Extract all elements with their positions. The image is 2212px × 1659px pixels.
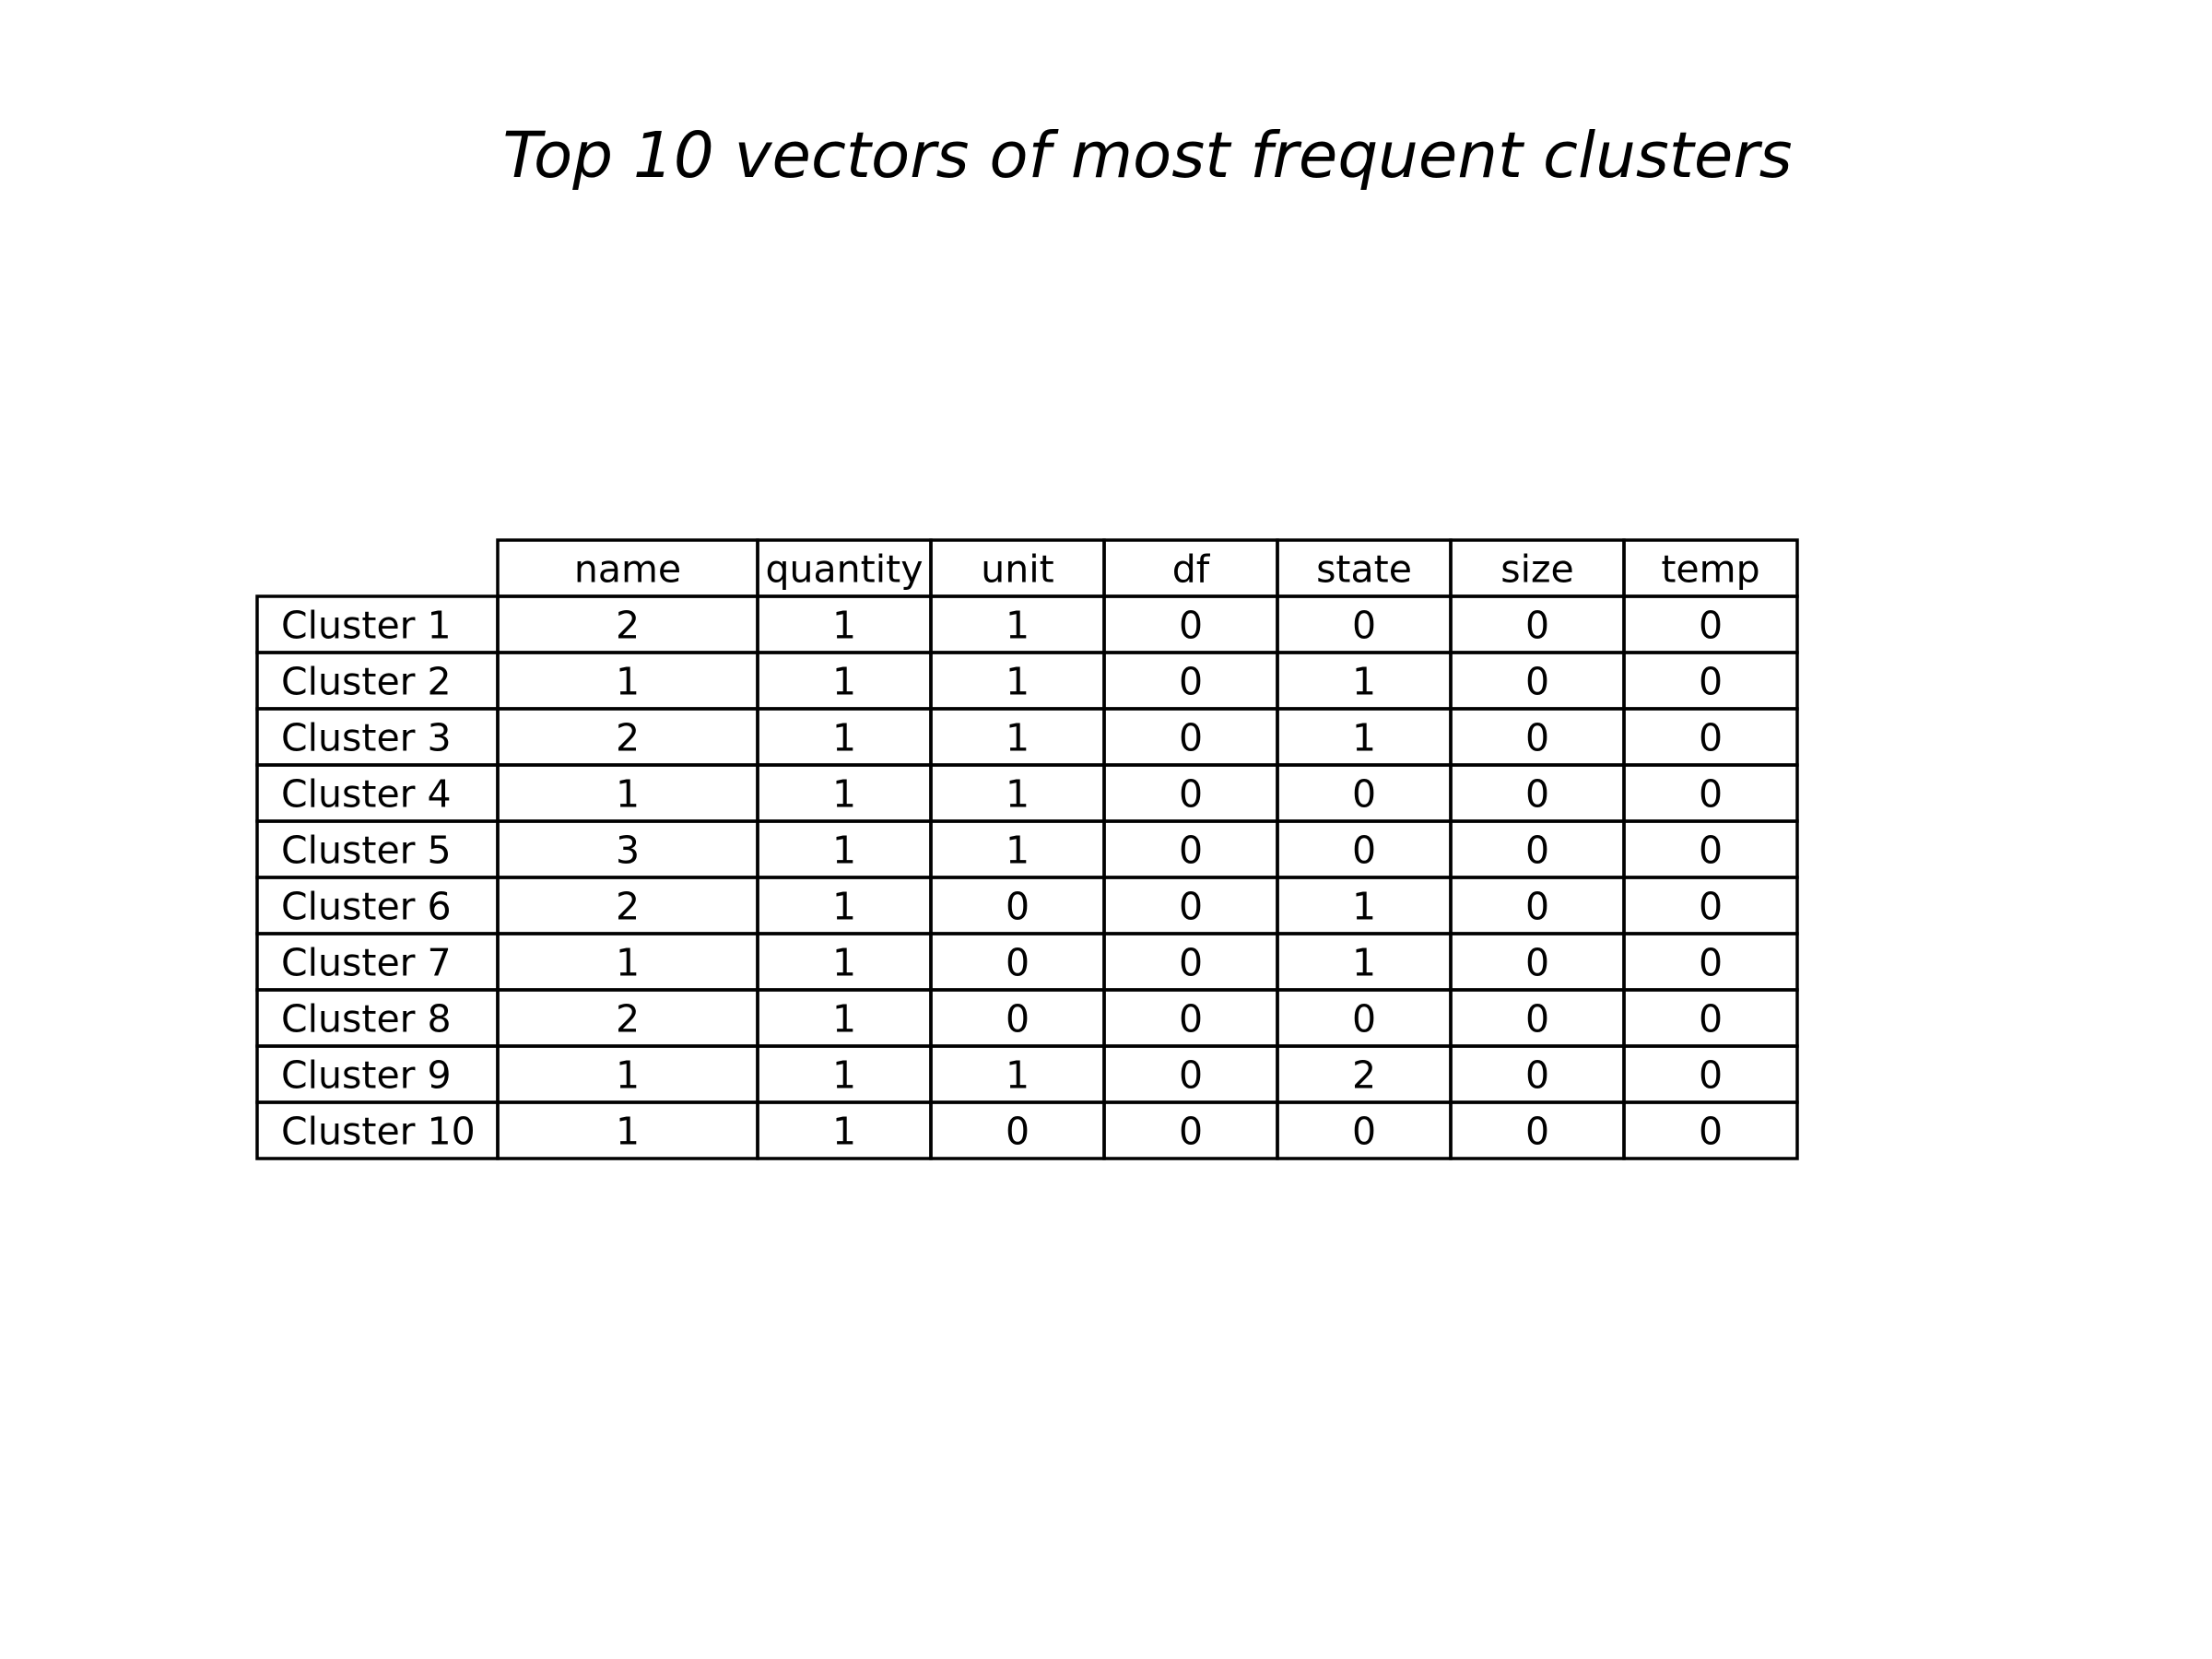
cell-value: 0 bbox=[1179, 997, 1203, 1041]
cell-value: 1 bbox=[1352, 885, 1376, 929]
cell-value: 1 bbox=[616, 660, 640, 704]
row-label: Cluster 2 bbox=[281, 660, 452, 704]
cell-value: 0 bbox=[1352, 604, 1376, 648]
cell-value: 1 bbox=[832, 829, 856, 873]
cell-value: 0 bbox=[1699, 941, 1723, 985]
cell-value: 1 bbox=[1006, 829, 1030, 873]
row-label: Cluster 3 bbox=[281, 716, 452, 760]
cell-value: 0 bbox=[1525, 604, 1549, 648]
cell-value: 1 bbox=[616, 1053, 640, 1098]
cell-value: 0 bbox=[1525, 829, 1549, 873]
cell-value: 1 bbox=[832, 941, 856, 985]
column-header: df bbox=[1172, 547, 1211, 592]
cell-value: 0 bbox=[1699, 660, 1723, 704]
column-header: size bbox=[1500, 547, 1574, 592]
row-label: Cluster 1 bbox=[281, 604, 452, 648]
cell-value: 0 bbox=[1179, 885, 1203, 929]
cell-value: 0 bbox=[1352, 997, 1376, 1041]
column-header: state bbox=[1316, 547, 1412, 592]
cell-value: 0 bbox=[1699, 604, 1723, 648]
cell-value: 0 bbox=[1699, 716, 1723, 760]
cell-value: 0 bbox=[1006, 941, 1030, 985]
cell-value: 0 bbox=[1699, 1110, 1723, 1154]
cell-value: 1 bbox=[832, 1053, 856, 1098]
cell-value: 0 bbox=[1179, 941, 1203, 985]
cell-value: 0 bbox=[1525, 716, 1549, 760]
cell-value: 0 bbox=[1179, 716, 1203, 760]
row-label: Cluster 8 bbox=[281, 997, 452, 1041]
cell-value: 0 bbox=[1179, 829, 1203, 873]
cell-value: 0 bbox=[1352, 772, 1376, 817]
cell-value: 0 bbox=[1179, 1110, 1203, 1154]
cell-value: 1 bbox=[1006, 772, 1030, 817]
cell-value: 1 bbox=[832, 997, 856, 1041]
row-label: Cluster 9 bbox=[281, 1053, 452, 1098]
cell-value: 0 bbox=[1525, 772, 1549, 817]
cell-value: 3 bbox=[616, 829, 640, 873]
cell-value: 0 bbox=[1525, 1110, 1549, 1154]
cell-value: 0 bbox=[1352, 1110, 1376, 1154]
cell-value: 0 bbox=[1525, 660, 1549, 704]
chart-title: Top 10 vectors of most frequent clusters bbox=[502, 119, 1793, 193]
row-label: Cluster 10 bbox=[281, 1110, 476, 1154]
cell-value: 1 bbox=[1006, 660, 1030, 704]
cell-value: 1 bbox=[616, 941, 640, 985]
cell-value: 0 bbox=[1006, 885, 1030, 929]
cell-value: 0 bbox=[1525, 1053, 1549, 1098]
column-header: unit bbox=[981, 547, 1053, 592]
cell-value: 0 bbox=[1699, 829, 1723, 873]
cell-value: 0 bbox=[1179, 604, 1203, 648]
cell-value: 1 bbox=[832, 604, 856, 648]
cell-value: 1 bbox=[1352, 716, 1376, 760]
cell-value: 1 bbox=[616, 1110, 640, 1154]
row-label: Cluster 4 bbox=[281, 772, 452, 817]
cell-value: 0 bbox=[1179, 772, 1203, 817]
cell-value: 0 bbox=[1006, 997, 1030, 1041]
cell-value: 1 bbox=[832, 885, 856, 929]
cell-value: 2 bbox=[616, 885, 640, 929]
cell-value: 1 bbox=[832, 772, 856, 817]
cell-value: 1 bbox=[1006, 716, 1030, 760]
cell-value: 0 bbox=[1525, 997, 1549, 1041]
column-header: temp bbox=[1661, 547, 1759, 592]
table-cell bbox=[1622, 1100, 1799, 1160]
cell-value: 2 bbox=[616, 716, 640, 760]
cell-value: 1 bbox=[1006, 604, 1030, 648]
cell-value: 1 bbox=[832, 660, 856, 704]
cell-value: 2 bbox=[616, 604, 640, 648]
row-label: Cluster 7 bbox=[281, 941, 452, 985]
cell-value: 0 bbox=[1699, 772, 1723, 817]
cell-value: 2 bbox=[616, 997, 640, 1041]
column-header: name bbox=[574, 547, 681, 592]
column-header: quantity bbox=[766, 547, 924, 592]
row-label: Cluster 5 bbox=[281, 829, 452, 873]
row-label: Cluster 6 bbox=[281, 885, 452, 929]
cell-value: 0 bbox=[1525, 941, 1549, 985]
cell-value: 0 bbox=[1179, 1053, 1203, 1098]
cell-value: 1 bbox=[616, 772, 640, 817]
cell-value: 0 bbox=[1006, 1110, 1030, 1154]
cell-value: 0 bbox=[1352, 829, 1376, 873]
cell-value: 0 bbox=[1699, 885, 1723, 929]
cell-value: 1 bbox=[1006, 1053, 1030, 1098]
cell-value: 0 bbox=[1699, 1053, 1723, 1098]
cell-value: 0 bbox=[1699, 997, 1723, 1041]
cell-value: 1 bbox=[832, 1110, 856, 1154]
cell-value: 0 bbox=[1179, 660, 1203, 704]
cell-value: 2 bbox=[1352, 1053, 1376, 1098]
cell-value: 0 bbox=[1525, 885, 1549, 929]
cell-value: 1 bbox=[832, 716, 856, 760]
cell-value: 1 bbox=[1352, 941, 1376, 985]
cell-value: 1 bbox=[1352, 660, 1376, 704]
